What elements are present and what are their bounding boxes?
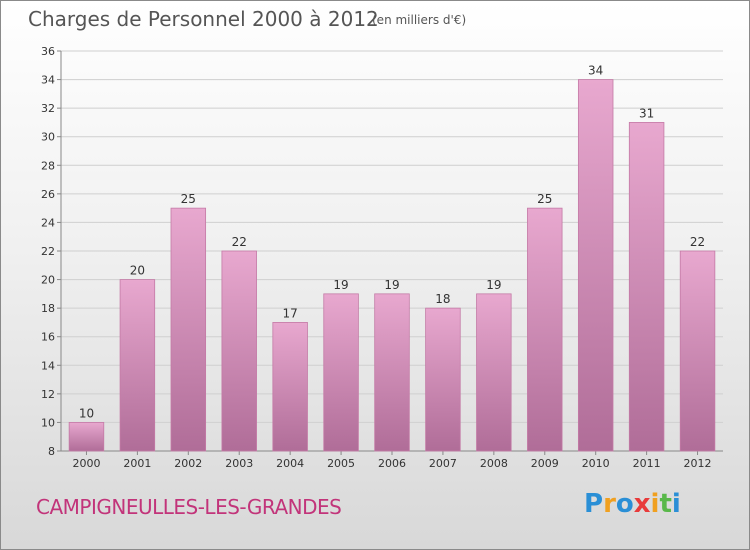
bar [170, 207, 207, 452]
bar-value-label: 34 [588, 64, 603, 78]
logo-letter: i [650, 489, 660, 519]
data-labels: 10 20 25 22 17 19 19 18 19 25 34 31 22 [79, 64, 705, 421]
x-tick-label: 2001 [123, 457, 151, 470]
bar [119, 279, 156, 452]
bar-value-label: 20 [130, 264, 145, 278]
bar-value-label: 19 [486, 278, 501, 292]
bar-value-label: 18 [435, 292, 450, 306]
x-tick-label: 2006 [378, 457, 406, 470]
logo-letter: x [633, 489, 651, 519]
y-tick-label: 36 [41, 45, 55, 58]
bar [527, 207, 563, 452]
bar-value-label: 31 [639, 106, 654, 120]
x-tick-label: 2000 [72, 457, 100, 470]
bar-value-label: 19 [384, 278, 399, 292]
bar-value-label: 17 [283, 306, 298, 320]
bar-value-label: 22 [232, 235, 247, 249]
bar [374, 293, 410, 452]
bar [68, 422, 105, 452]
x-tick-label: 2010 [582, 457, 610, 470]
y-tick-label: 18 [41, 302, 55, 315]
x-tick-label: 2007 [429, 457, 457, 470]
y-tick-label: 30 [41, 131, 55, 144]
y-tick-label: 12 [41, 388, 55, 401]
logo-letter: t [659, 489, 672, 519]
logo-letter: i [671, 489, 681, 519]
bar-value-label: 25 [181, 192, 196, 206]
bar [323, 293, 359, 452]
x-tick-label: 2004 [276, 457, 304, 470]
y-tick-label: 14 [41, 359, 55, 372]
bar [628, 122, 665, 452]
bar-value-label: 19 [333, 278, 348, 292]
bar [221, 250, 257, 452]
bar [272, 322, 308, 452]
y-tick-label: 16 [41, 331, 55, 344]
x-tick-label: 2008 [480, 457, 508, 470]
logo-letter: P [584, 489, 604, 519]
chart-subtitle: (en milliers d'€) [372, 13, 467, 27]
y-tick-label: 28 [41, 159, 55, 172]
x-tick-label: 2009 [531, 457, 559, 470]
bar [577, 79, 614, 452]
logo-letter: r [603, 489, 616, 519]
x-tick-label: 2011 [633, 457, 661, 470]
commune-name: CAMPIGNEULLES-LES-GRANDES [36, 495, 342, 519]
bar-value-label: 10 [79, 406, 94, 420]
y-tick-label: 22 [41, 245, 55, 258]
bar [476, 293, 512, 452]
x-tick-label: 2003 [225, 457, 253, 470]
x-tick-label: 2005 [327, 457, 355, 470]
bar [679, 250, 716, 452]
y-tick-label: 8 [48, 445, 55, 458]
bar-value-label: 25 [537, 192, 552, 206]
bar [425, 307, 461, 452]
y-tick-label: 24 [41, 216, 55, 229]
x-tick-label: 2002 [174, 457, 202, 470]
y-tick-label: 34 [41, 74, 55, 87]
logo-letter: o [615, 489, 634, 519]
y-tick-label: 32 [41, 102, 55, 115]
bar-value-label: 22 [690, 235, 705, 249]
y-tick-label: 10 [41, 416, 55, 429]
bars [68, 79, 716, 452]
y-tick-label: 26 [41, 188, 55, 201]
y-tick-label: 20 [41, 274, 55, 287]
x-tick-label: 2012 [684, 457, 712, 470]
chart-title: Charges de Personnel 2000 à 2012 [28, 7, 379, 31]
proxiti-logo[interactable]: Proxiti [584, 489, 681, 519]
